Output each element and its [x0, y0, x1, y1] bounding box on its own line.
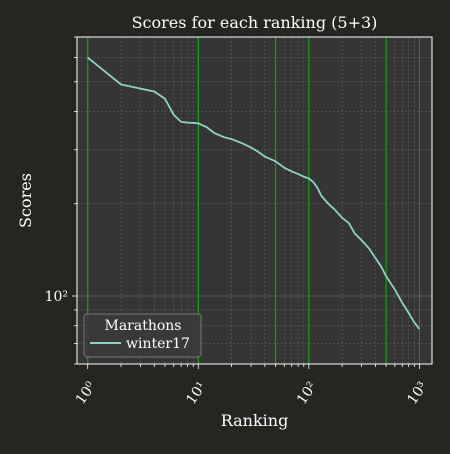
x-tick-label: 10⁰	[73, 379, 100, 408]
x-axis-label: Ranking	[221, 411, 289, 430]
x-tick-label: 10²	[294, 379, 321, 407]
chart-title: Scores for each ranking (5+3)	[132, 13, 378, 32]
series-line-winter17	[87, 56, 421, 330]
plot-frame	[76, 36, 433, 365]
y-axis-label: Scores	[16, 173, 35, 228]
legend-box	[83, 313, 202, 358]
legend: Marathons winter17	[83, 313, 202, 358]
series-layer	[87, 56, 421, 330]
legend-title: Marathons	[105, 318, 182, 334]
plot-background	[77, 37, 432, 364]
x-tick-label: 10³	[404, 379, 431, 407]
vertical-marker-lines	[87, 37, 387, 364]
x-tick-label: 10¹	[183, 379, 210, 407]
legend-entry-winter17: winter17	[126, 336, 190, 352]
y-tick-label: 10²	[45, 289, 68, 305]
